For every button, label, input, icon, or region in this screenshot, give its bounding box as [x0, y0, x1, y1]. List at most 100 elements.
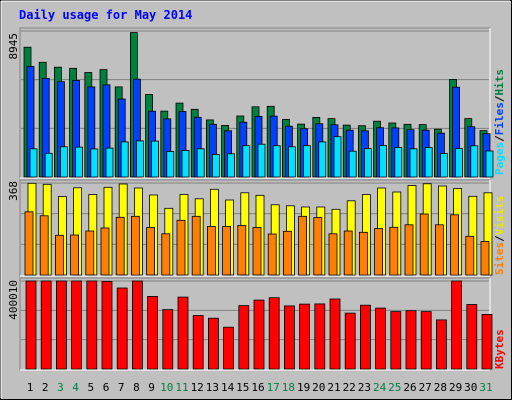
x-tick-label-15: 15	[236, 381, 249, 394]
chart-title: Daily usage for May 2014	[19, 8, 192, 22]
legend-separator: /	[493, 235, 506, 242]
bar-kbytes-day-13	[207, 317, 219, 370]
bar-pages-day-12	[196, 148, 205, 178]
bar-pages-day-11	[181, 149, 190, 178]
x-tick-label-29: 29	[449, 381, 462, 394]
bar-sites-day-17	[267, 233, 277, 276]
bar-pages-day-17	[272, 145, 281, 178]
x-tick-label-12: 12	[191, 381, 204, 394]
bar-kbytes-day-11	[177, 296, 189, 370]
x-tick-label-9: 9	[148, 381, 155, 394]
bar-pages-day-30	[470, 145, 479, 178]
bar-pages-day-8	[135, 140, 144, 178]
x-tick-label-13: 13	[206, 381, 219, 394]
x-tick-labels: 1 2 3 4 5 6 7 8 9 10 11 12 13 14 15 16 17 18 19 20 21 22 23 24 2…	[27, 381, 493, 394]
bar-kbytes-day-21	[329, 298, 341, 370]
bar-kbytes-day-27	[420, 311, 432, 370]
bar-pages-day-7	[120, 141, 129, 178]
bar-sites-day-27	[419, 213, 429, 276]
bar-sites-day-8	[130, 215, 140, 276]
bar-sites-day-14	[222, 226, 232, 276]
bar-pages-day-23	[363, 148, 372, 178]
bar-pages-day-20	[318, 141, 327, 178]
bar-sites-day-5	[85, 230, 95, 276]
bar-kbytes-day-14	[223, 326, 235, 370]
bar-kbytes-day-25	[390, 311, 402, 370]
bar-kbytes-day-4	[71, 280, 82, 370]
legend-kbytes: KBytes	[493, 329, 506, 369]
bar-sites-day-29	[450, 214, 460, 276]
x-tick-label-2: 2	[42, 381, 49, 394]
bar-kbytes-day-19	[299, 303, 311, 370]
bar-sites-day-13	[206, 226, 216, 276]
bar-sites-day-15	[237, 225, 247, 276]
bar-pages-day-1	[29, 148, 38, 178]
x-tick-label-4: 4	[72, 381, 79, 394]
bar-kbytes-day-16	[253, 299, 265, 370]
bar-sites-day-16	[252, 227, 262, 276]
y-max-label-hits: 8945	[7, 33, 20, 60]
x-tick-label-18: 18	[282, 381, 295, 394]
legend-files: Files	[493, 102, 506, 135]
bar-pages-day-9	[151, 140, 160, 178]
bar-kbytes-day-28	[435, 319, 447, 370]
bar-pages-day-14	[227, 153, 236, 178]
bar-kbytes-day-3	[56, 280, 67, 370]
bar-sites-day-24	[374, 228, 384, 276]
bar-sites-day-22	[343, 230, 353, 276]
x-tick-label-30: 30	[464, 381, 477, 394]
bar-sites-day-6	[100, 227, 110, 276]
bar-pages-day-15	[242, 145, 251, 178]
legend-visits: Visits	[493, 196, 506, 236]
bar-pages-day-3	[60, 146, 68, 178]
bar-pages-day-29	[455, 148, 464, 178]
x-tick-label-16: 16	[251, 381, 264, 394]
x-tick-label-11: 11	[175, 381, 188, 394]
bar-pages-day-22	[348, 150, 357, 178]
bar-sites-day-10	[161, 233, 171, 276]
legend-separator: /	[493, 95, 506, 102]
bar-pages-day-27	[424, 147, 433, 178]
bar-kbytes-day-6	[101, 280, 113, 370]
legend-sites: Sites	[493, 242, 506, 275]
bar-pages-day-28	[439, 153, 448, 178]
y-max-label-visits: 368	[7, 181, 20, 201]
x-tick-label-10: 10	[160, 381, 173, 394]
x-tick-label-1: 1	[27, 381, 34, 394]
x-tick-label-23: 23	[358, 381, 371, 394]
x-tick-label-26: 26	[403, 381, 416, 394]
bar-sites-day-28	[434, 224, 444, 276]
bar-kbytes-day-20	[314, 303, 326, 370]
x-tick-label-14: 14	[221, 381, 235, 394]
bar-sites-day-12	[191, 215, 201, 276]
bar-pages-day-4	[75, 146, 83, 178]
bar-sites-day-7	[115, 216, 125, 276]
bar-sites-day-19	[298, 215, 308, 276]
bar-pages-day-10	[166, 151, 175, 178]
x-tick-label-6: 6	[103, 381, 110, 394]
bar-pages-day-2	[44, 152, 53, 178]
bar-kbytes-day-31	[481, 313, 493, 370]
legend-hits: Hits	[493, 69, 506, 96]
legend-hits-files-pages: Pages/Files/Hits	[493, 69, 506, 175]
bar-kbytes-day-10	[162, 309, 174, 370]
legend-pages: Pages	[493, 142, 506, 175]
bar-sites-day-21	[328, 233, 338, 276]
bar-sites-day-4	[70, 234, 79, 276]
bar-pages-day-6	[105, 147, 114, 178]
bar-kbytes-day-22	[344, 312, 356, 370]
bar-kbytes-day-12	[192, 315, 204, 370]
bar-pages-day-13	[211, 154, 220, 178]
bar-sites-day-18	[282, 230, 292, 276]
bar-kbytes-day-23	[359, 304, 371, 370]
bars	[23, 32, 494, 370]
bar-kbytes-day-24	[375, 307, 387, 370]
bar-sites-day-2	[39, 215, 49, 276]
x-tick-label-8: 8	[133, 381, 140, 394]
x-tick-label-28: 28	[434, 381, 447, 394]
bar-pages-day-26	[409, 148, 418, 178]
x-tick-label-20: 20	[312, 381, 325, 394]
y-max-label-kbytes: 400010	[7, 280, 20, 320]
x-tick-label-7: 7	[118, 381, 125, 394]
bar-kbytes-day-29	[451, 280, 463, 370]
